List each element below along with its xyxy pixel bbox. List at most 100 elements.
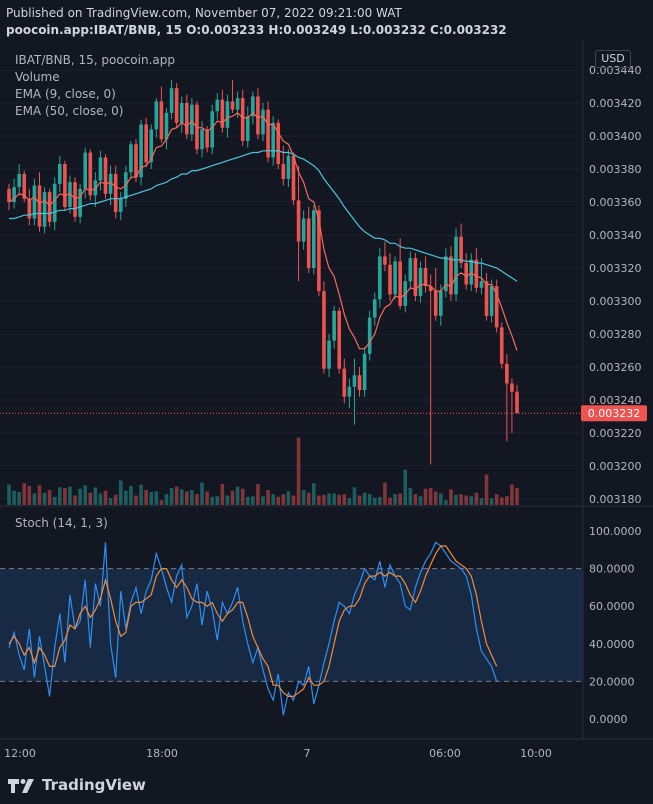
volume-bar — [464, 495, 468, 505]
volume-bar — [474, 492, 479, 505]
candle-body — [459, 236, 463, 264]
symbol-ohlc-line: poocoin.app:IBAT/BNB, 15 O:0.003233 H:0.… — [6, 23, 507, 37]
candle-body — [154, 101, 159, 130]
volume-bar — [230, 490, 235, 505]
candle-body — [215, 99, 220, 112]
legend-ema9[interactable]: EMA (9, close, 0) — [15, 87, 116, 101]
volume-bar — [169, 488, 174, 505]
volume-bar — [281, 494, 286, 505]
candle-body — [276, 122, 281, 165]
candle-body — [433, 291, 438, 316]
legend-stoch[interactable]: Stoch (14, 1, 3) — [15, 516, 108, 530]
volume-bar — [484, 474, 489, 505]
volume-bar — [444, 500, 448, 505]
volume-bar — [505, 496, 509, 505]
candle-body — [347, 386, 352, 397]
volume-bar — [342, 494, 347, 505]
volume-bar — [47, 490, 52, 505]
last-price-label-bg — [581, 405, 647, 422]
candle-body — [185, 103, 189, 135]
candle-body — [418, 268, 423, 297]
volume-bar — [164, 494, 169, 505]
candle-body — [505, 363, 509, 384]
candle-body — [169, 88, 174, 113]
time-tick-label: 7 — [304, 747, 311, 760]
candle-body — [251, 96, 255, 117]
volume-bar — [103, 490, 108, 505]
volume-bar — [185, 491, 189, 505]
chart-area[interactable]: 0.003232 0.0034400.0034200.0034000.00338… — [0, 40, 653, 772]
volume-bar — [7, 484, 11, 505]
price-tick-label: 0.003240 — [589, 394, 642, 407]
volume-bar — [149, 492, 154, 505]
volume-bar — [225, 495, 230, 505]
candle-body — [190, 104, 194, 135]
stoch-tick-label: 20.0000 — [589, 675, 635, 688]
candle-body — [322, 291, 326, 369]
price-tick-label: 0.003180 — [589, 493, 642, 506]
stoch-d-line — [8, 545, 498, 698]
candle-body — [342, 368, 347, 397]
volume-bar — [42, 492, 47, 505]
candle-body — [98, 157, 103, 181]
stoch-tick-label: 40.0000 — [589, 638, 635, 651]
volume-bar — [88, 492, 93, 505]
currency-button[interactable]: USD — [595, 50, 631, 68]
volume-bar — [37, 485, 42, 505]
volume-bar — [408, 488, 413, 505]
volume-bar — [210, 496, 214, 505]
volume-bar — [179, 489, 184, 505]
volume-bar — [108, 498, 113, 505]
price-tick-label: 0.003280 — [589, 328, 642, 341]
volume-bar — [515, 488, 519, 505]
volume-bar — [337, 494, 341, 505]
candle-body — [510, 383, 514, 392]
candle-body — [88, 152, 93, 196]
candle-body — [73, 182, 77, 217]
candle-body — [388, 264, 392, 295]
volume-bar — [439, 493, 443, 505]
volume-bar — [291, 495, 296, 505]
volume-bar — [352, 487, 357, 505]
volume-bar — [78, 488, 82, 505]
volume-bar — [510, 484, 514, 505]
time-tick-label: 06:00 — [429, 747, 461, 760]
candle-body — [17, 173, 21, 188]
candle-body — [383, 256, 387, 265]
volume-bar — [372, 497, 377, 505]
volume-bar — [98, 493, 103, 505]
stoch-pane — [8, 541, 498, 716]
candle-body — [479, 281, 484, 288]
price-tick-label: 0.003200 — [589, 460, 642, 473]
candle-body — [42, 192, 47, 227]
candle-body — [306, 218, 311, 268]
candle-body — [312, 210, 316, 268]
candle-body — [337, 310, 341, 369]
candle-body — [230, 101, 235, 110]
published-line: Published on TradingView.com, November 0… — [6, 6, 402, 20]
volume-bar — [494, 494, 499, 505]
volume-bar — [469, 496, 474, 505]
candle-body — [499, 327, 504, 364]
volume-bar — [83, 485, 87, 505]
last-price-label: 0.003232 — [588, 407, 641, 420]
candle-body — [281, 164, 286, 179]
volume-bar — [413, 494, 418, 505]
tradingview-logo[interactable]: TradingView — [8, 776, 146, 794]
candle-body — [149, 129, 154, 163]
volume-bar — [327, 493, 331, 505]
volume-bar — [12, 490, 16, 505]
candle-body — [63, 164, 67, 207]
legend-symbol[interactable]: IBAT/BNB, 15, poocoin.app — [15, 53, 175, 67]
volume-bar — [296, 437, 301, 505]
volume-bar — [362, 492, 367, 505]
volume-bar — [220, 483, 225, 505]
volume-bar — [312, 483, 316, 505]
volume-bar — [398, 493, 402, 505]
candle-body — [139, 124, 143, 178]
volume-bar — [418, 496, 423, 505]
volume-bar — [68, 486, 72, 505]
volume-bar — [428, 488, 433, 505]
legend-ema50[interactable]: EMA (50, close, 0) — [15, 104, 124, 118]
legend-volume[interactable]: Volume — [15, 70, 60, 84]
